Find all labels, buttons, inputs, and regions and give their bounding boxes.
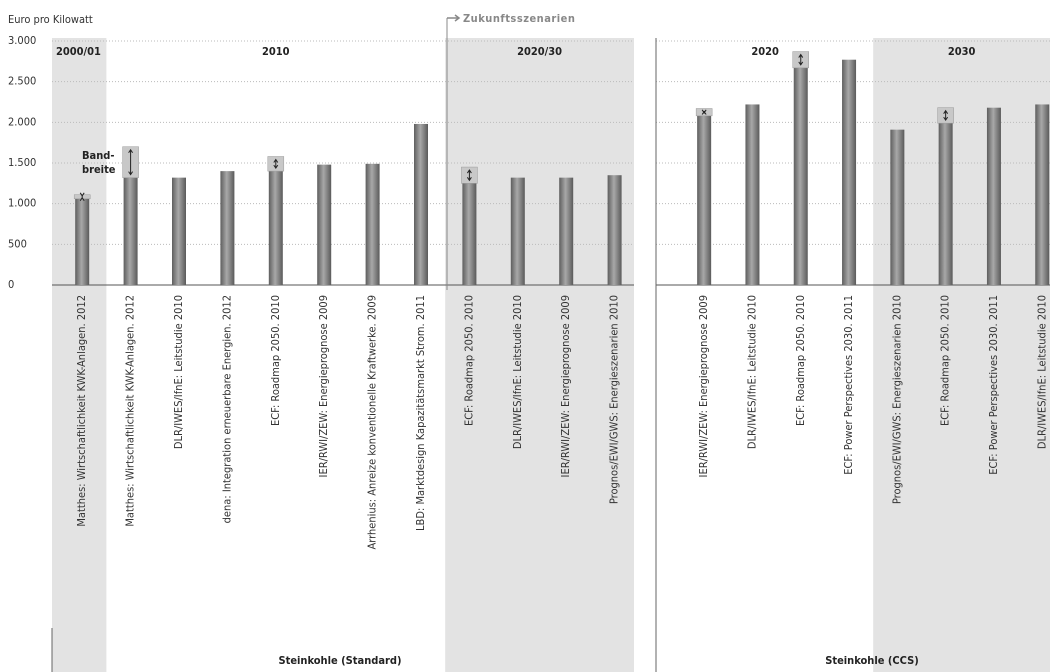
band-note: Band-	[82, 149, 114, 162]
bar	[559, 177, 574, 285]
y-tick-label: 1.500	[8, 156, 36, 169]
y-tick-label: 2.000	[8, 115, 36, 128]
x-tick-label: ECF: Power Perspectives 2030. 2011	[842, 295, 855, 475]
bar	[842, 59, 857, 285]
bar	[172, 177, 186, 285]
group-shade	[445, 38, 634, 672]
annotation: Zukunftsszenarien	[463, 12, 575, 25]
bar	[986, 107, 1001, 286]
y-tick-label: 0	[8, 278, 14, 291]
range-arrow	[128, 148, 134, 176]
x-tick-label: IER/RWI/ZEW: Energieprognose 2009	[317, 295, 330, 477]
group-shade	[52, 38, 107, 672]
x-tick-label: ECF: Roadmap 2050. 2010	[939, 295, 952, 426]
band-note: breite	[82, 163, 116, 176]
bar	[220, 171, 235, 285]
group-label: 2020	[751, 45, 779, 58]
bar	[462, 183, 477, 285]
bar	[414, 123, 428, 286]
bar	[890, 129, 905, 285]
group-label: 2020/30	[517, 45, 562, 58]
x-tick-label: Prognos/EWI/GWS: Energieszenarien 2010	[890, 295, 903, 504]
group-label: 2010	[262, 45, 290, 58]
group-label: 2030	[948, 45, 976, 58]
bar	[510, 177, 525, 285]
bar	[123, 177, 138, 285]
x-tick-label: ECF: Roadmap 2050. 2010	[794, 295, 807, 426]
x-tick-label: Prognos/EWI/GWS: Energieszenarien 2010	[608, 295, 621, 504]
panel-title: Steinkohle (CCS)	[825, 654, 919, 667]
x-tick-label: DLR/IWES/IfnE: Leitstudie 2010	[1035, 295, 1048, 449]
x-tick-label: Arrhenius: Anreize konventionelle Kraftw…	[366, 295, 379, 550]
bar	[268, 171, 283, 285]
y-tick-label: 2.500	[8, 75, 36, 88]
y-axis-label: Euro pro Kilowatt	[8, 13, 93, 26]
x-tick-label: DLR/IWES/IfnE: Leitstudie 2010	[745, 295, 758, 449]
bar	[317, 164, 332, 285]
scenario-arrow	[447, 14, 461, 22]
x-tick-label: dena: Integration erneuerbare Energien. …	[220, 295, 233, 523]
bar	[365, 163, 380, 285]
y-tick-label: 3.000	[8, 34, 36, 47]
bar	[607, 175, 622, 285]
range-arrow	[943, 109, 949, 122]
bar	[75, 198, 90, 285]
x-tick-label: LBD: Marktdesign Kapazitätsmarkt Strom. …	[414, 295, 427, 531]
x-tick-label: IER/RWI/ZEW: Energieprognose 2009	[559, 295, 572, 477]
x-tick-label: DLR/IWES/IfnE: Leitstudie 2010	[511, 295, 524, 449]
bar	[793, 67, 808, 285]
x-tick-label: DLR/IWES/IfnE: Leitstudie 2010	[172, 295, 185, 449]
group-label: 2000/01	[56, 45, 101, 58]
range-arrow	[701, 109, 707, 115]
panel-title: Steinkohle (Standard)	[278, 654, 401, 667]
y-tick-label: 500	[8, 237, 27, 250]
x-tick-label: ECF: Power Perspectives 2030. 2011	[987, 295, 1000, 475]
bar	[1035, 104, 1050, 285]
range-arrow	[273, 158, 279, 170]
bar	[697, 115, 712, 286]
x-tick-label: Matthes: Wirtschaftlichkeit KWK-Anlagen.…	[124, 295, 137, 527]
x-tick-label: ECF: Roadmap 2050. 2010	[269, 295, 282, 426]
range-arrow	[466, 169, 472, 182]
bar	[938, 123, 953, 285]
range-arrow	[79, 192, 85, 201]
bar	[745, 104, 760, 285]
y-tick-label: 1.000	[8, 197, 36, 210]
x-tick-label: ECF: Roadmap 2050. 2010	[462, 295, 475, 426]
x-tick-label: IER/RWI/ZEW: Energieprognose 2009	[697, 295, 710, 477]
range-arrow	[798, 53, 804, 66]
x-tick-label: Matthes: Wirtschaftlichkeit KWK-Anlagen.…	[75, 295, 88, 527]
